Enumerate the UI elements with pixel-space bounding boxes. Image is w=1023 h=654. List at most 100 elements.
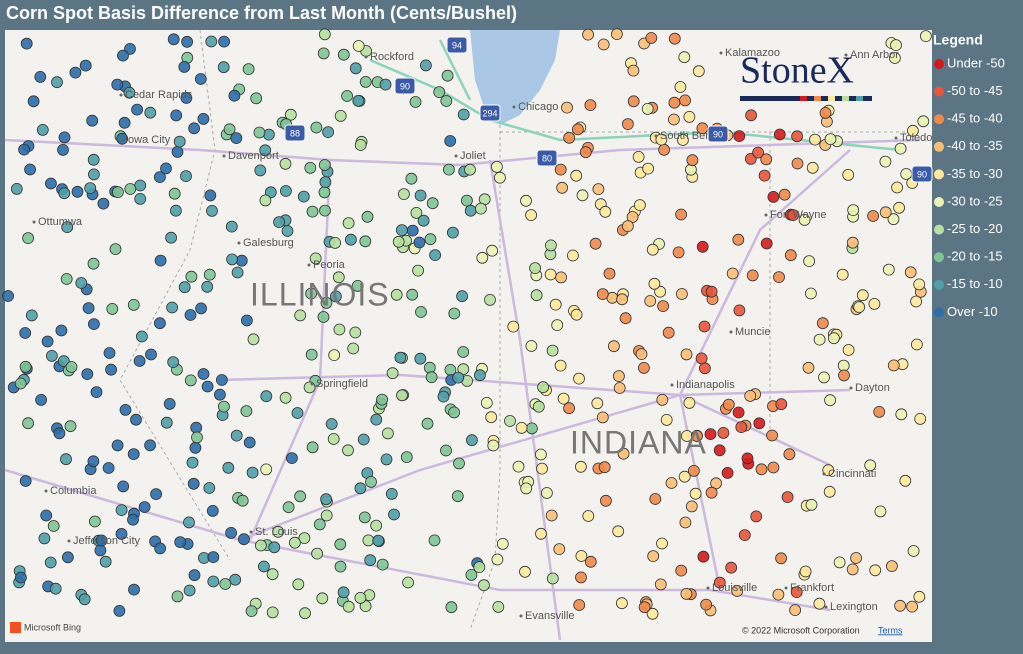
marker xyxy=(477,579,490,592)
marker xyxy=(173,135,186,148)
marker xyxy=(833,556,846,569)
state-label: INDIANA xyxy=(570,424,707,460)
marker xyxy=(561,101,573,114)
marker xyxy=(655,133,668,146)
marker xyxy=(222,461,235,474)
marker xyxy=(541,487,553,499)
marker xyxy=(790,586,803,598)
copyright: © 2022 Microsoft Corporation xyxy=(742,625,860,635)
marker xyxy=(642,162,654,175)
marker xyxy=(342,600,355,613)
city-label: Springfield xyxy=(316,378,368,390)
marker xyxy=(913,278,926,291)
marker xyxy=(78,593,91,606)
city-dot xyxy=(764,213,768,217)
marker xyxy=(507,320,520,333)
marker xyxy=(638,601,651,614)
marker xyxy=(775,398,788,411)
marker xyxy=(457,346,470,358)
marker xyxy=(767,461,780,474)
marker xyxy=(710,477,722,490)
marker xyxy=(64,420,77,433)
marker xyxy=(644,295,657,307)
marker xyxy=(525,340,538,352)
marker xyxy=(668,96,681,109)
marker xyxy=(536,462,548,475)
marker xyxy=(103,347,116,359)
marker xyxy=(910,295,922,308)
city-label: Peoria xyxy=(313,259,346,271)
marker xyxy=(426,197,439,210)
marker xyxy=(537,381,549,394)
city-dot xyxy=(706,586,710,590)
marker xyxy=(185,270,198,283)
legend-swatch xyxy=(934,307,944,318)
marker xyxy=(894,142,907,155)
marker xyxy=(268,541,281,554)
marker xyxy=(138,501,151,514)
marker xyxy=(675,208,687,221)
city-dot xyxy=(364,55,368,59)
marker xyxy=(88,168,100,181)
marker xyxy=(154,542,167,555)
marker xyxy=(292,578,305,591)
brand: StoneX xyxy=(740,50,854,92)
marker xyxy=(309,252,322,265)
marker xyxy=(44,556,57,569)
marker xyxy=(698,320,711,333)
marker xyxy=(873,405,886,418)
marker xyxy=(169,204,182,217)
marker xyxy=(111,78,124,91)
city-label: South Bend xyxy=(660,130,718,142)
legend-label: -35 to -30 xyxy=(947,166,1003,181)
marker xyxy=(310,121,323,134)
marker xyxy=(272,525,285,538)
marker xyxy=(856,289,869,302)
marker xyxy=(281,225,294,237)
marker xyxy=(567,249,579,262)
markers xyxy=(2,28,932,620)
marker xyxy=(288,536,301,549)
marker xyxy=(370,519,383,532)
marker xyxy=(113,605,126,617)
marker xyxy=(899,474,912,487)
legend-label: Over -10 xyxy=(947,304,998,319)
marker xyxy=(674,81,687,93)
marker xyxy=(254,539,267,552)
marker xyxy=(622,118,634,130)
highway-shield xyxy=(707,125,729,143)
marker xyxy=(545,239,557,252)
marker xyxy=(160,162,172,175)
city-label: Louisville xyxy=(712,582,757,594)
marker xyxy=(805,498,818,511)
marker xyxy=(895,408,908,421)
marker xyxy=(406,288,419,301)
marker xyxy=(705,285,718,298)
city-label: Frankfort xyxy=(790,582,834,594)
marker xyxy=(813,333,826,346)
marker xyxy=(907,545,920,557)
marker xyxy=(437,390,450,403)
marker xyxy=(284,108,297,121)
marker xyxy=(400,451,413,464)
marker xyxy=(722,398,735,411)
marker xyxy=(171,590,184,603)
marker xyxy=(838,369,850,382)
marker xyxy=(546,344,559,357)
marker xyxy=(279,157,292,170)
city-label: Fort Wayne xyxy=(770,209,826,221)
marker xyxy=(452,371,465,384)
terms-link[interactable]: Terms xyxy=(878,625,903,635)
marker xyxy=(557,392,570,405)
city-label: Chicago xyxy=(518,101,558,113)
marker xyxy=(775,552,787,565)
marker xyxy=(328,349,341,362)
marker xyxy=(119,403,132,416)
marker xyxy=(60,453,72,466)
marker xyxy=(654,578,667,591)
lake-michigan xyxy=(470,30,560,125)
marker xyxy=(390,288,403,301)
marker xyxy=(106,302,119,315)
marker xyxy=(753,417,766,430)
